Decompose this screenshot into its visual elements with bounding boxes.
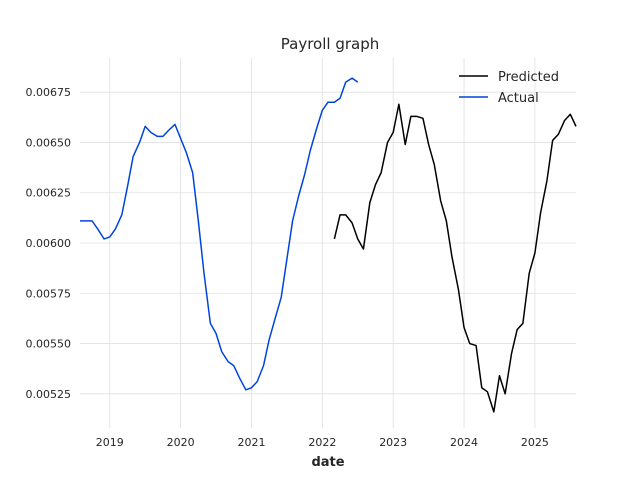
y-tick-label: 0.00575 — [26, 287, 72, 300]
series-layer — [80, 77, 577, 413]
x-tick-label: 2020 — [167, 436, 195, 449]
x-tick-label: 2025 — [521, 436, 549, 449]
y-axis-ticks: 0.00525 0.00550 0.00575 0.00600 0.00625 0.006… — [26, 86, 72, 401]
x-axis-ticks: 2019 2020 2021 2022 2023 2024 2025 — [96, 436, 549, 449]
legend: Predicted Actual — [459, 70, 559, 106]
grid — [80, 58, 576, 428]
series-line-actual — [80, 77, 359, 391]
x-tick-label: 2022 — [308, 436, 336, 449]
legend-label-actual: Actual — [498, 91, 539, 106]
x-axis-label: date — [311, 455, 344, 470]
series-line-predicted — [333, 103, 577, 413]
x-tick-label: 2024 — [450, 436, 478, 449]
x-tick-label: 2023 — [379, 436, 407, 449]
y-tick-label: 0.00600 — [26, 237, 72, 250]
y-tick-label: 0.00625 — [26, 187, 72, 200]
y-tick-label: 0.00525 — [26, 388, 72, 401]
y-tick-label: 0.00550 — [26, 338, 72, 351]
y-tick-label: 0.00650 — [26, 136, 72, 149]
legend-label-predicted: Predicted — [498, 70, 559, 85]
x-tick-label: 2021 — [237, 436, 265, 449]
x-tick-label: 2019 — [96, 436, 124, 449]
y-tick-label: 0.00675 — [26, 86, 72, 99]
chart-title: Payroll graph — [281, 35, 379, 53]
